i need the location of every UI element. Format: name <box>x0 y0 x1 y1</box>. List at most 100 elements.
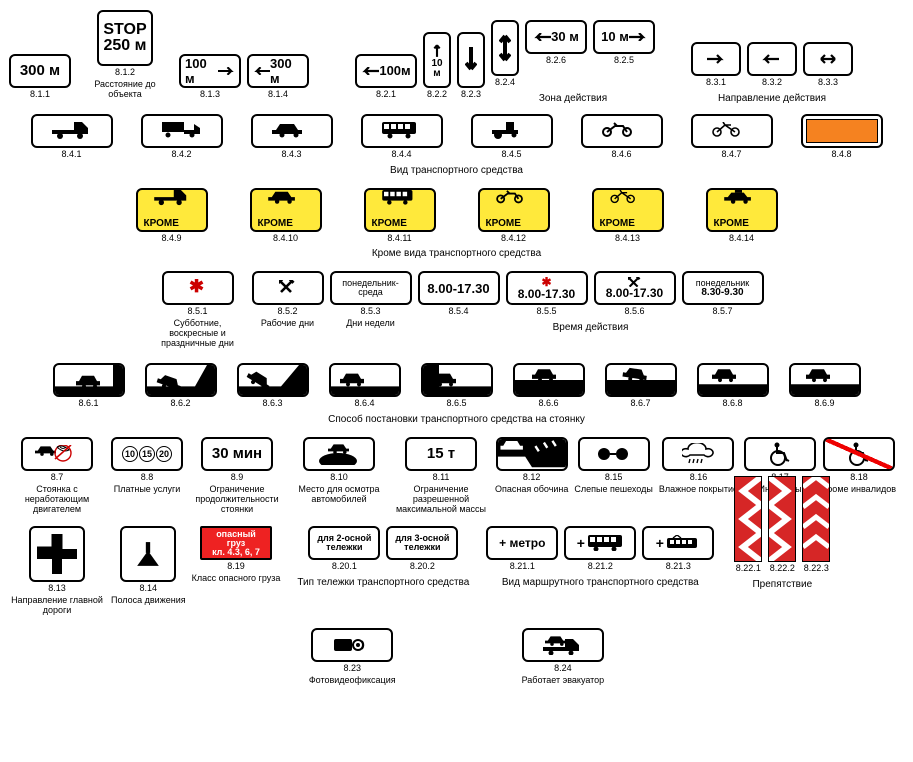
no-engine-icon <box>35 445 79 463</box>
line2: кл. 4.3, 6, 7 <box>212 548 260 557</box>
num: 8.1.1 <box>30 90 50 100</box>
num: 8.22.2 <box>770 564 795 574</box>
parking-variant-icon <box>331 365 399 395</box>
parking-variant-icon <box>607 365 675 395</box>
bot: 8.30-9.30 <box>701 288 743 298</box>
ramp-icon <box>318 443 360 465</box>
text: 8.00-17.30 <box>427 281 489 296</box>
num: 8.4.6 <box>611 150 631 160</box>
chevron-center-icon <box>803 477 829 561</box>
num: 8.14 <box>140 584 158 594</box>
priority-icon <box>35 532 79 576</box>
num: 8.22.1 <box>736 564 761 574</box>
sign-8.6.2: 8.6.2 <box>145 363 217 409</box>
cap: Расстояние до объекта <box>77 80 173 100</box>
group-caption: Направление действия <box>718 93 826 104</box>
num: 8.2.2 <box>427 90 447 100</box>
sign-8.2.2: 10 м 8.2.2 <box>423 32 451 100</box>
car-icon <box>270 122 314 140</box>
sign-8.19: опасный груз кл. 4.3, 6, 7 8.19 Класс оп… <box>192 526 281 584</box>
trailer-icon <box>160 122 204 140</box>
num: 8.2.4 <box>495 78 515 88</box>
tractor-icon <box>490 122 534 140</box>
num: 8.4.3 <box>281 150 301 160</box>
text: 8.00-17.30 <box>606 287 663 299</box>
num: 8.6.3 <box>262 399 282 409</box>
num: 8.4.1 <box>61 150 81 160</box>
num: 8.3.1 <box>706 78 726 88</box>
line2: тележки <box>404 543 440 552</box>
sign-8.4.7: 8.4.7 <box>691 114 773 160</box>
cap: Рабочие дни <box>261 319 314 329</box>
line1: STOP <box>103 22 146 38</box>
sign-8.21.1: + метро 8.21.1 <box>486 526 558 572</box>
sign-8.5.1: 8.5.1 Субботние, воскресные и праздничны… <box>150 271 246 349</box>
group-caption: Способ постановки транспортного средства… <box>328 414 585 425</box>
num: 8.20.1 <box>332 562 357 572</box>
truck-icon <box>152 190 192 206</box>
sign-8.2.4: 8.2.4 <box>491 20 519 88</box>
num: 8.20.2 <box>410 562 435 572</box>
num: 8.3.3 <box>818 78 838 88</box>
sign-8.4.14: КРОМЕ8.4.14 <box>706 188 778 244</box>
num: 8.4.7 <box>721 150 741 160</box>
num: 8.5.2 <box>277 307 297 317</box>
group-except-vehicle-type: КРОМЕ8.4.9КРОМЕ8.4.10КРОМЕ8.4.11КРОМЕ8.4… <box>6 184 907 260</box>
sign-8.6.6: 8.6.6 <box>513 363 585 409</box>
down-arrow-icon <box>135 539 161 569</box>
line2: 250 м <box>104 38 147 54</box>
shoulder-icon <box>498 439 566 469</box>
parking-variant-icon <box>147 365 215 395</box>
group-caption: Вид маршрутного транспортного средства <box>502 577 699 588</box>
sign-8.5.7: понедельник 8.30-9.30 8.5.7 <box>682 271 764 317</box>
group-route-transport: + метро 8.21.1 + 8.21.2 + 8.21.3 Вид мар… <box>483 522 717 588</box>
except-label: КРОМЕ <box>256 219 295 230</box>
sign-8.11: 15 т 8.11 Ограничение разрешенной максим… <box>393 437 489 515</box>
num: 8.4.11 <box>387 234 411 244</box>
num: 8.6.1 <box>78 399 98 409</box>
row-misc-2: 8.13 Направление главной дороги 8.14 Пол… <box>6 522 907 620</box>
num: 8.5.5 <box>536 307 556 317</box>
camera-icon <box>334 635 370 655</box>
text: 30 м <box>551 29 579 44</box>
bus-icon <box>380 190 420 206</box>
text: 10 м <box>429 59 445 79</box>
cap: Фотовидеофиксация <box>309 676 396 686</box>
group-parking-method: 8.6.18.6.28.6.38.6.48.6.58.6.68.6.78.6.8… <box>6 359 907 425</box>
num: 8.13 <box>48 584 66 594</box>
num: 8.1.2 <box>115 68 135 78</box>
text: 300 м <box>270 56 303 86</box>
num: 8.2.5 <box>614 56 634 66</box>
bus-icon <box>588 535 624 551</box>
num: 8.6.2 <box>170 399 190 409</box>
cap: Слепые пешеходы <box>574 485 652 495</box>
cap: Платные услуги <box>114 485 181 495</box>
sign-8.24: 8.24 Работает эвакуатор <box>522 628 605 686</box>
num: 8.12 <box>523 473 541 483</box>
line2: тележки <box>326 543 362 552</box>
sign-8.22.3: 8.22.3 <box>802 476 830 574</box>
sign-8.22.2: 8.22.2 <box>768 476 796 574</box>
sign-8.5.2: 8.5.2 Рабочие дни <box>252 271 324 329</box>
num: 8.6.6 <box>538 399 558 409</box>
num: 8.6.5 <box>446 399 466 409</box>
cap: Субботние, воскресные и праздничные дни <box>150 319 246 349</box>
truck-icon <box>50 122 94 140</box>
text: 30 мин <box>212 445 262 462</box>
num: 8.1.4 <box>268 90 288 100</box>
except-label: КРОМЕ <box>370 219 409 230</box>
group-caption: Зона действия <box>539 93 607 104</box>
text: 8.00-17.30 <box>518 288 575 300</box>
sign-8.6.3: 8.6.3 <box>237 363 309 409</box>
num: 8.19 <box>227 562 245 572</box>
cap: Влажное покрытие <box>659 485 738 495</box>
taxi-icon <box>722 190 762 206</box>
sign-8.5.4: 8.00-17.30 8.5.4 <box>418 271 500 317</box>
sign-8.6.1: 8.6.1 <box>53 363 125 409</box>
sign-8.3.3: 8.3.3 <box>803 42 853 88</box>
num: 8.4.2 <box>171 150 191 160</box>
sign-8.4.5: 8.4.5 <box>471 114 553 160</box>
sign-8.13: 8.13 Направление главной дороги <box>9 526 105 616</box>
num: 8.4.4 <box>391 150 411 160</box>
parking-variant-icon <box>55 365 123 395</box>
